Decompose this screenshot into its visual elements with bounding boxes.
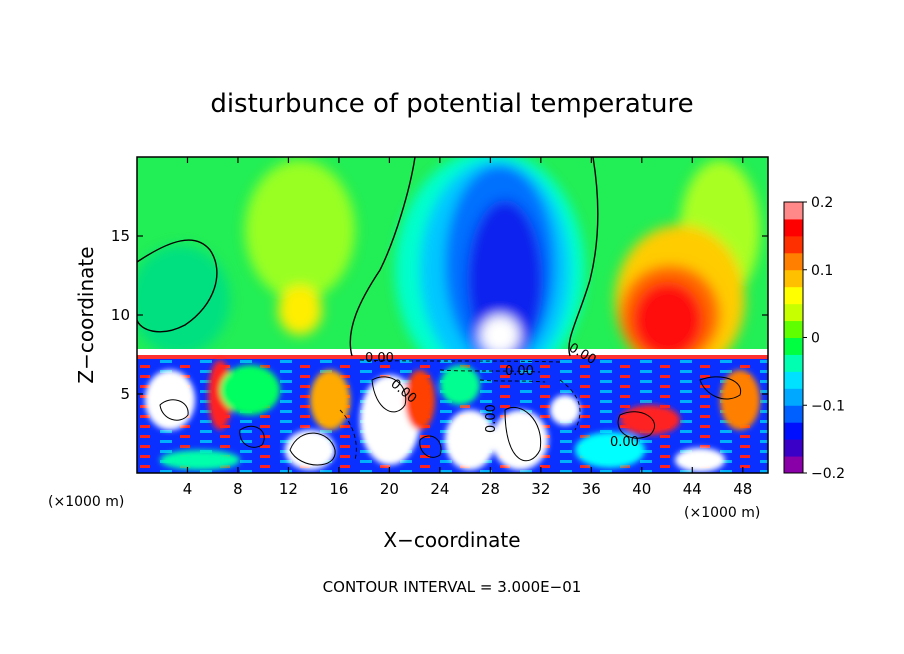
contour-label: 0.00 <box>505 364 534 379</box>
contour-interval-footer: CONTOUR INTERVAL = 3.000E−01 <box>323 578 582 596</box>
x-tick-label: 44 <box>683 480 702 498</box>
x-tick-label: 48 <box>733 480 752 498</box>
colorbar-swatch <box>784 202 803 220</box>
x-tick-label: 16 <box>329 480 348 498</box>
colorbar-swatch <box>784 337 803 355</box>
y-tick-label: 10 <box>111 306 130 324</box>
colorbar-swatch <box>784 354 803 372</box>
colorbar-swatch <box>784 371 803 389</box>
contour-label: 0.00 <box>365 351 394 366</box>
colorbar-swatch <box>784 218 803 237</box>
x-tick-label: 8 <box>233 480 243 498</box>
colorbar-swatch <box>784 286 803 305</box>
x-tick-label: 24 <box>430 480 449 498</box>
chart-title: disturbunce of potential temperature <box>210 89 693 119</box>
x-tick-label: 4 <box>183 480 193 498</box>
contour-label: 0.00 <box>484 404 499 433</box>
colorbar-swatch <box>784 320 803 338</box>
x-tick-label: 28 <box>481 480 500 498</box>
x-unit-left: (×1000 m) <box>48 494 124 510</box>
y-tick-label: 15 <box>111 227 130 245</box>
colorbar-tick-label: 0 <box>811 331 820 347</box>
colorbar-tick-label: −0.2 <box>811 466 845 482</box>
colorbar-tick-label: −0.1 <box>811 398 845 414</box>
colorbar-swatch <box>784 439 803 457</box>
colorbar: 0.2 0.1 0 −0.1 −0.2 <box>783 195 845 482</box>
x-tick-label: 32 <box>531 480 550 498</box>
x-unit-right: (×1000 m) <box>684 505 760 521</box>
colorbar-swatch <box>784 388 803 406</box>
x-tick-label: 20 <box>380 480 399 498</box>
colorbar-swatch <box>784 456 803 474</box>
colorbar-swatch <box>784 422 803 440</box>
y-tick-label: 5 <box>120 385 130 403</box>
heatmap-field <box>137 157 768 473</box>
x-axis: 4 8 12 16 20 24 28 32 36 40 44 48 <box>183 157 752 498</box>
colorbar-swatch <box>784 235 803 254</box>
colorbar-tick-label: 0.1 <box>811 263 833 279</box>
y-axis: 5 10 15 <box>111 227 768 403</box>
colorbar-swatch <box>784 303 803 322</box>
x-tick-label: 36 <box>582 480 601 498</box>
colorbar-swatch <box>784 269 803 288</box>
contour-label: 0.00 <box>610 435 639 450</box>
x-tick-label: 40 <box>632 480 651 498</box>
x-axis-label: X−coordinate <box>383 528 520 552</box>
x-tick-label: 12 <box>279 480 298 498</box>
colorbar-tick-label: 0.2 <box>811 195 833 211</box>
colorbar-swatch <box>784 405 803 423</box>
y-axis-label: Z−coordinate <box>74 246 98 383</box>
colorbar-swatch <box>784 252 803 271</box>
